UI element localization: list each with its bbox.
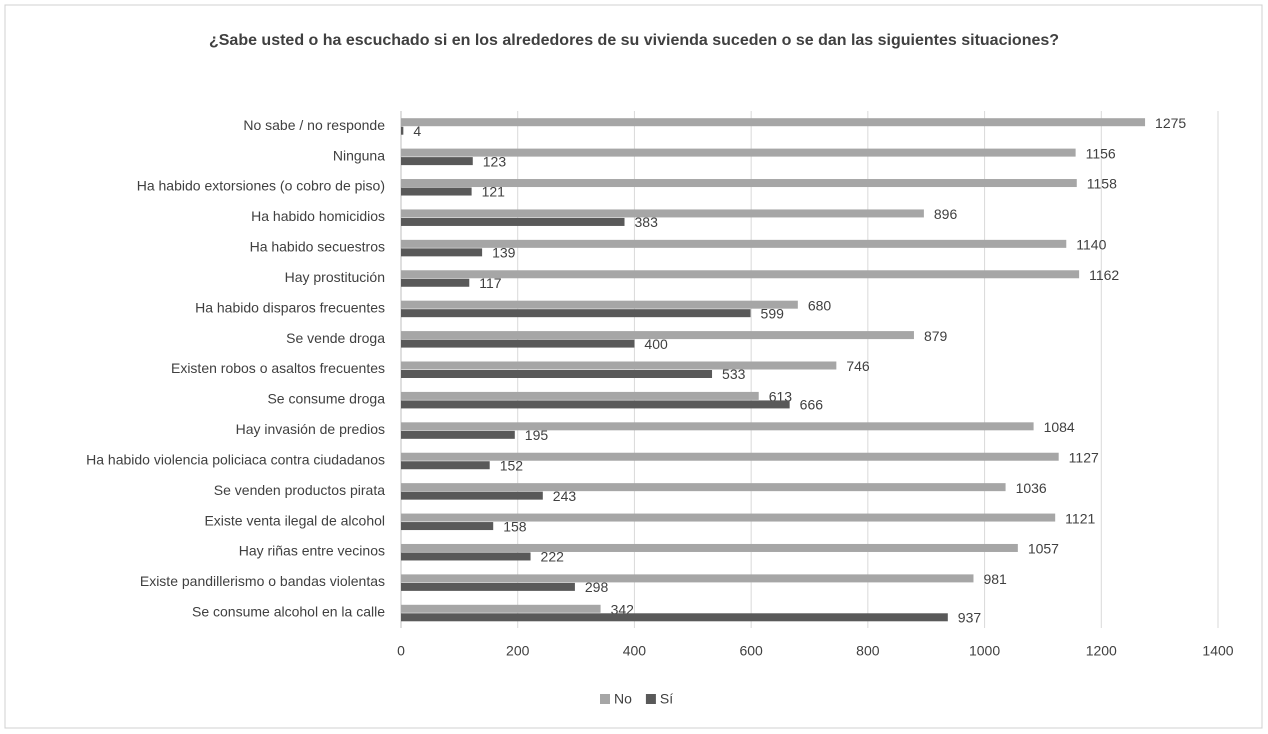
- bar: [401, 148, 1076, 157]
- y-tick-label: Ha habido disparos frecuentes: [195, 299, 385, 315]
- data-label: 1162: [1089, 267, 1119, 283]
- x-tick-label: 1200: [1086, 643, 1117, 659]
- legend-swatch: [645, 694, 656, 704]
- data-label: 896: [934, 206, 958, 222]
- y-tick-label: Existe venta ilegal de alcohol: [204, 512, 385, 528]
- bar: [401, 522, 494, 531]
- bar: [401, 361, 837, 370]
- data-label: 158: [503, 518, 527, 534]
- data-label: 195: [525, 427, 549, 443]
- data-label: 680: [808, 297, 832, 313]
- data-label: 1156: [1086, 145, 1116, 161]
- y-tick-label: Se venden productos pirata: [214, 482, 385, 498]
- y-tick-label: Ninguna: [333, 147, 385, 163]
- y-tick-label: Ha habido violencia policiaca contra ciu…: [86, 451, 385, 467]
- bar: [401, 187, 472, 196]
- bar: [401, 543, 1018, 552]
- legend-swatch: [600, 694, 610, 704]
- legend-label: Sí: [660, 691, 673, 707]
- data-label: 981: [983, 571, 1007, 587]
- data-label: 298: [585, 579, 609, 595]
- x-tick-label: 600: [739, 643, 763, 659]
- data-label: 666: [800, 397, 824, 413]
- data-label: 1158: [1087, 176, 1117, 192]
- x-tick-label: 200: [506, 643, 530, 659]
- y-tick-label: Hay invasión de predios: [236, 421, 385, 437]
- bar: [401, 248, 483, 257]
- bar: [401, 400, 790, 409]
- data-label: 1121: [1065, 510, 1095, 526]
- data-label: 1127: [1069, 449, 1099, 465]
- legend-label: No: [614, 691, 632, 707]
- bar: [401, 179, 1077, 188]
- data-label: 533: [722, 366, 746, 382]
- y-tick-label: Hay prostitución: [285, 269, 385, 285]
- data-label: 1036: [1016, 480, 1047, 496]
- y-tick-label: Ha habido extorsiones (o cobro de piso): [137, 178, 385, 194]
- bar: [401, 613, 948, 622]
- x-tick-label: 0: [397, 643, 405, 659]
- data-label: 222: [541, 549, 565, 565]
- bar: [401, 604, 601, 613]
- y-tick-label: Ha habido homicidios: [251, 208, 385, 224]
- bar: [401, 582, 575, 591]
- x-tick-label: 1400: [1202, 643, 1233, 659]
- bar: [401, 118, 1146, 127]
- bar: [401, 300, 798, 309]
- bar: [401, 239, 1067, 248]
- bar: [401, 552, 531, 561]
- data-label: 152: [500, 457, 524, 473]
- bar: [401, 270, 1080, 279]
- bar: [401, 309, 751, 318]
- y-tick-label: Se consume alcohol en la calle: [192, 603, 385, 619]
- data-label: 123: [483, 153, 507, 169]
- bar: [401, 574, 974, 583]
- x-tick-label: 1000: [969, 643, 1000, 659]
- x-tick-label: 400: [623, 643, 647, 659]
- y-tick-label: Se vende droga: [286, 330, 385, 346]
- y-tick-label: Hay riñas entre vecinos: [239, 543, 385, 559]
- bar: [401, 331, 914, 340]
- data-label: 121: [482, 184, 506, 200]
- bar: [401, 483, 1006, 492]
- bar: [401, 217, 625, 226]
- bar: [401, 370, 713, 378]
- bar: [401, 209, 924, 218]
- data-label: 1057: [1028, 541, 1059, 557]
- bar: [401, 339, 635, 348]
- bar: [401, 430, 515, 439]
- data-label: 1275: [1155, 115, 1186, 131]
- data-label: 383: [635, 214, 659, 230]
- bar: [401, 461, 490, 470]
- x-tick-label: 800: [856, 643, 880, 659]
- data-label: 400: [644, 336, 668, 352]
- y-tick-label: No sabe / no responde: [243, 117, 385, 133]
- data-label: 4: [413, 123, 421, 139]
- chart-title: ¿Sabe usted o ha escuchado si en los alr…: [208, 32, 1060, 49]
- data-label: 243: [553, 488, 577, 504]
- bar: [401, 391, 759, 400]
- data-label: 937: [958, 609, 982, 625]
- bar: [401, 126, 404, 135]
- bar: [401, 422, 1034, 431]
- data-label: 599: [761, 305, 785, 321]
- y-tick-label: Existen robos o asaltos frecuentes: [171, 360, 385, 376]
- data-label: 1140: [1076, 237, 1106, 253]
- bar: [401, 452, 1059, 461]
- data-label: 879: [924, 328, 948, 344]
- bar: [401, 491, 543, 500]
- data-label: 139: [492, 245, 516, 261]
- y-tick-label: Se consume droga: [267, 391, 385, 407]
- bar: [401, 513, 1056, 522]
- bar: [401, 157, 473, 166]
- data-label: 1084: [1044, 419, 1075, 435]
- bar: [401, 278, 470, 287]
- y-tick-label: Ha habido secuestros: [250, 239, 385, 255]
- data-label: 746: [846, 358, 870, 374]
- y-tick-label: Existe pandillerismo o bandas violentas: [140, 573, 385, 589]
- data-label: 117: [479, 275, 502, 291]
